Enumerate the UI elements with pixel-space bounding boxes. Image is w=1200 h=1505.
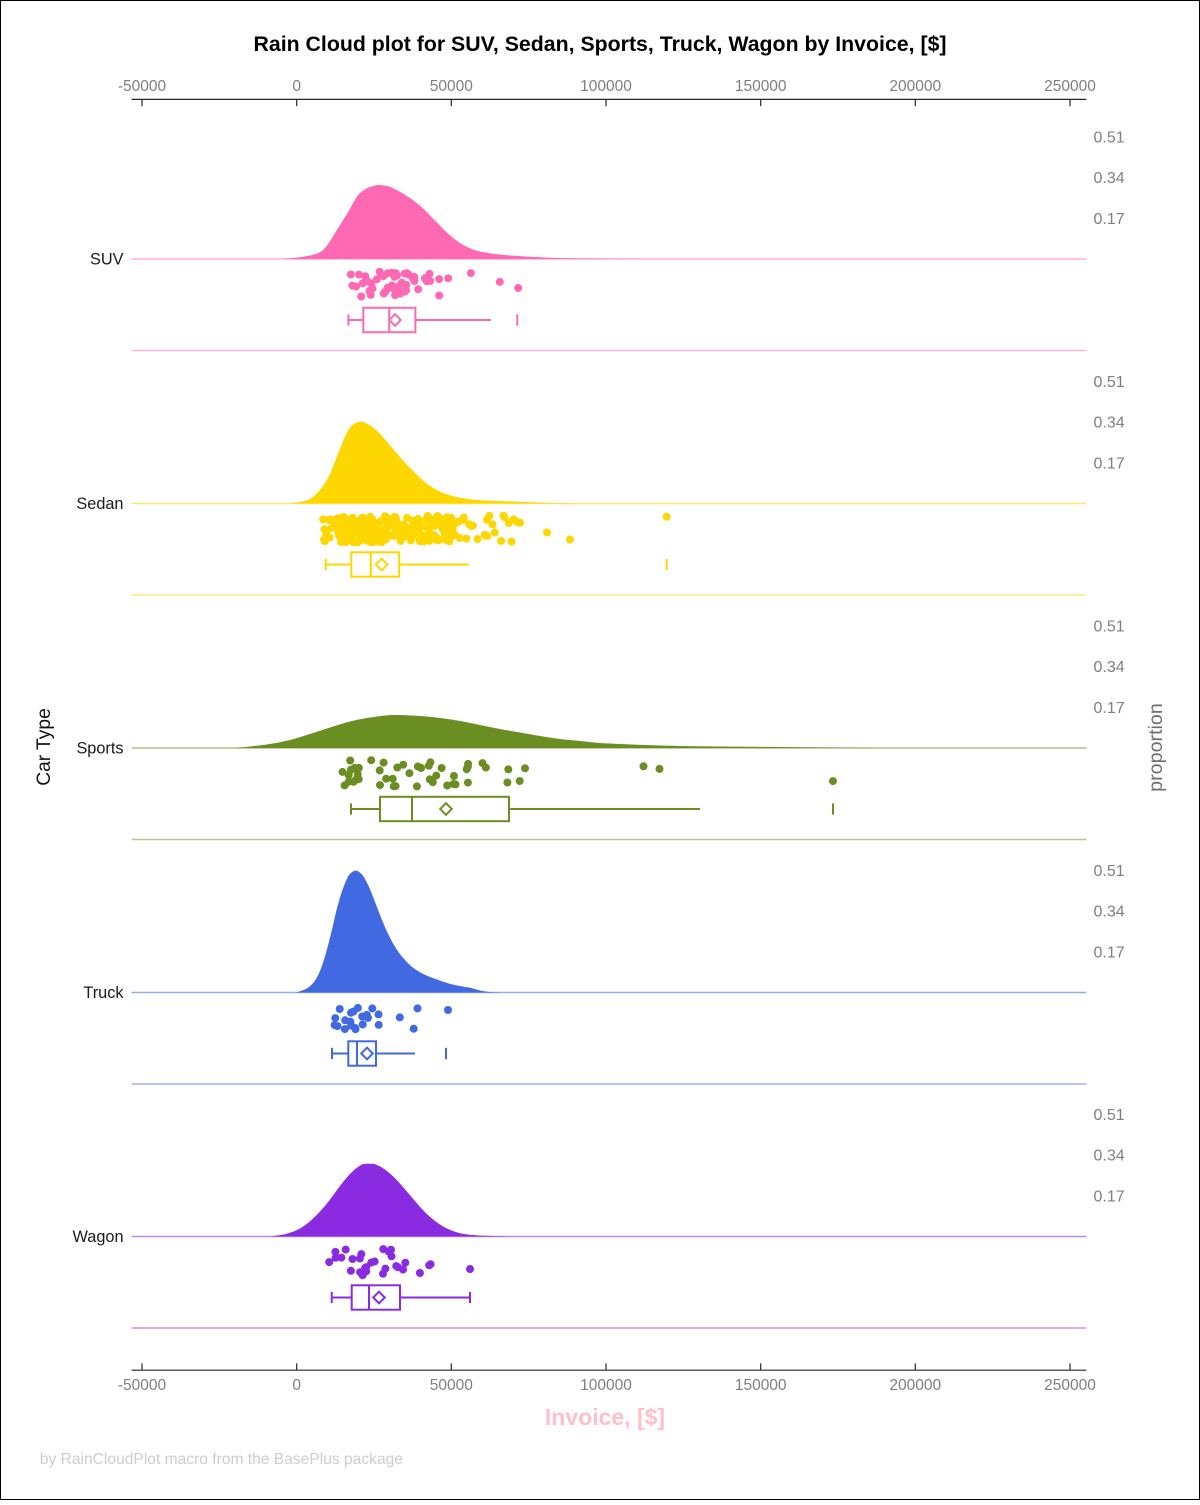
svg-text:-50000: -50000 (118, 1377, 167, 1394)
svg-text:100000: 100000 (580, 78, 632, 95)
svg-text:0.17: 0.17 (1094, 211, 1125, 228)
svg-text:50000: 50000 (430, 78, 473, 95)
svg-text:Car Type: Car Type (34, 708, 55, 786)
svg-text:Truck: Truck (83, 984, 124, 1002)
svg-text:Invoice, [$]: Invoice, [$] (545, 1404, 665, 1430)
svg-text:0: 0 (292, 78, 301, 95)
svg-text:-50000: -50000 (118, 78, 167, 95)
svg-text:Sedan: Sedan (76, 495, 123, 513)
svg-text:0.51: 0.51 (1094, 374, 1125, 391)
svg-text:200000: 200000 (889, 78, 941, 95)
svg-text:by RainCloudPlot macro from th: by RainCloudPlot macro from the BasePlus… (40, 1451, 403, 1468)
svg-text:0.34: 0.34 (1094, 170, 1125, 187)
svg-text:150000: 150000 (735, 1377, 787, 1394)
svg-text:Rain Cloud plot for SUV, Sedan: Rain Cloud plot for SUV, Sedan, Sports, … (253, 32, 946, 56)
svg-text:Sports: Sports (76, 740, 123, 758)
svg-text:200000: 200000 (889, 1377, 941, 1394)
svg-text:0.34: 0.34 (1094, 415, 1125, 432)
svg-text:0.17: 0.17 (1094, 1189, 1125, 1206)
svg-text:0: 0 (292, 1377, 301, 1394)
svg-text:250000: 250000 (1044, 1377, 1096, 1394)
svg-text:0.17: 0.17 (1094, 945, 1125, 962)
svg-text:0.51: 0.51 (1094, 863, 1125, 880)
svg-text:0.34: 0.34 (1094, 904, 1125, 921)
svg-text:50000: 50000 (430, 1377, 473, 1394)
svg-text:100000: 100000 (580, 1377, 632, 1394)
svg-text:0.17: 0.17 (1094, 456, 1125, 473)
svg-text:proportion: proportion (1145, 703, 1167, 792)
svg-text:Wagon: Wagon (73, 1228, 124, 1246)
svg-text:SUV: SUV (90, 251, 124, 269)
svg-text:0.17: 0.17 (1094, 700, 1125, 717)
svg-text:0.51: 0.51 (1094, 618, 1125, 635)
svg-text:250000: 250000 (1044, 78, 1096, 95)
svg-text:150000: 150000 (735, 78, 787, 95)
svg-text:0.34: 0.34 (1094, 1148, 1125, 1165)
svg-text:0.51: 0.51 (1094, 129, 1125, 146)
svg-text:0.51: 0.51 (1094, 1107, 1125, 1124)
svg-text:0.34: 0.34 (1094, 659, 1125, 676)
